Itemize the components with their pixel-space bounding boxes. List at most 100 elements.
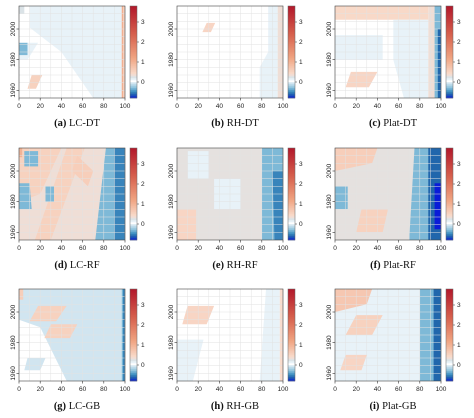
colorbar-segment: [446, 337, 453, 340]
colorbar-segment: [288, 90, 295, 93]
colorbar-segment: [446, 293, 453, 296]
colorbar-segment: [130, 307, 137, 310]
grid-lines: [176, 6, 284, 98]
heatmap-region-2: [19, 42, 28, 56]
colorbar-frame: [445, 5, 454, 99]
colorbar-segment: [446, 50, 453, 53]
colorbar-segment: [130, 164, 137, 167]
colorbar-segment: [288, 30, 295, 33]
caption-plat-gb: (i) Plat-GB: [318, 401, 468, 412]
colorbar-segment: [446, 82, 453, 85]
colorbar-segment: [130, 36, 137, 39]
colorbar-segment: [446, 86, 453, 89]
colorbar-tick-label: 1: [299, 201, 303, 208]
colorbar-segment: [288, 62, 295, 65]
x-tick-label: 40: [58, 103, 66, 110]
colorbar-segment: [130, 12, 137, 15]
colorbar-segment: [288, 204, 295, 207]
colorbar-segment: [288, 289, 295, 292]
colorbar-segment: [288, 154, 295, 157]
colorbar-segment: [130, 166, 137, 169]
colorbar-segment: [446, 212, 453, 215]
colorbar-segment: [446, 226, 453, 229]
colorbar-segment: [130, 184, 137, 187]
colorbar-segment: [130, 26, 137, 29]
colorbar-tick-label: 1: [299, 342, 303, 349]
colorbar-segment: [130, 92, 137, 95]
y-tick-label: 1960: [10, 366, 17, 381]
colorbar-segment: [446, 218, 453, 221]
x-tick-label: 20: [37, 386, 45, 393]
colorbar-segment: [288, 38, 295, 41]
colorbar-segment: [130, 339, 137, 342]
colorbar-segment: [446, 32, 453, 35]
colorbar-tick-label: 1: [457, 342, 461, 349]
colorbar-segment: [288, 295, 295, 298]
colorbar-segment: [130, 238, 137, 241]
colorbar-segment: [288, 42, 295, 45]
colorbar-segment: [130, 202, 137, 205]
colorbar-segment: [130, 160, 137, 163]
colorbar-segment: [130, 337, 137, 340]
colorbar-segment: [288, 54, 295, 57]
colorbar-segment: [288, 313, 295, 316]
colorbar-segment: [130, 96, 137, 99]
colorbar-segment: [446, 377, 453, 380]
colorbar: 0 1 2 3: [287, 288, 303, 382]
heatmap-lc-gb: 0 20 40 60 80 100 1960 1980 2000 0 1 2 3: [10, 288, 145, 393]
colorbar-segment: [446, 44, 453, 47]
colorbar-segment: [130, 228, 137, 231]
colorbar: 0 1 2 3: [445, 147, 461, 241]
colorbar-segment: [288, 234, 295, 237]
colorbar-segment: [130, 236, 137, 239]
colorbar-segment: [288, 40, 295, 43]
colorbar-segment: [130, 212, 137, 215]
colorbar-segment: [130, 78, 137, 81]
caption-rh-dt: (b) RH-DT: [160, 118, 310, 129]
colorbar-segment: [288, 232, 295, 235]
y-tick-label: 2000: [326, 304, 333, 319]
heatmap-region-3: [345, 71, 378, 88]
colorbar-segment: [446, 180, 453, 183]
colorbar-segment: [288, 299, 295, 302]
colorbar-segment: [288, 14, 295, 17]
colorbar-tick-label: 2: [141, 181, 145, 188]
colorbar-segment: [130, 375, 137, 378]
colorbar-segment: [288, 172, 295, 175]
colorbar-segment: [288, 339, 295, 342]
x-tick-label: 60: [395, 103, 403, 110]
colorbar-segment: [288, 22, 295, 25]
x-tick-label: 0: [333, 386, 337, 393]
plot-frame: [18, 5, 126, 99]
heatmap-region-3: [19, 289, 24, 300]
colorbar-segment: [130, 214, 137, 217]
x-tick-label: 20: [195, 386, 203, 393]
colorbar-segment: [446, 172, 453, 175]
colorbar-segment: [446, 64, 453, 67]
x-tick-label: 80: [100, 386, 108, 393]
x-tick-label: 0: [333, 245, 337, 252]
colorbar-segment: [288, 226, 295, 229]
caption-name: LC-GB: [68, 401, 101, 412]
colorbar-segment: [288, 78, 295, 81]
colorbar-segment: [130, 232, 137, 235]
colorbar-tick-label: 0: [299, 362, 303, 369]
plot-frame: [334, 5, 442, 99]
colorbar-segment: [288, 56, 295, 59]
y-tick-label: 2000: [10, 163, 17, 178]
colorbar-segment: [288, 335, 295, 338]
x-tick-label: 80: [100, 245, 108, 252]
y-tick-label: 1980: [10, 52, 17, 67]
colorbar-segment: [288, 86, 295, 89]
colorbar-segment: [446, 321, 453, 324]
colorbar-segment: [446, 56, 453, 59]
colorbar-tick-label: 1: [457, 59, 461, 66]
colorbar-segment: [130, 58, 137, 61]
colorbar-tick-label: 1: [457, 201, 461, 208]
colorbar-segment: [130, 80, 137, 83]
colorbar-segment: [130, 150, 137, 153]
colorbar-segment: [446, 224, 453, 227]
caption-label: (g): [53, 401, 67, 412]
colorbar-segment: [288, 345, 295, 348]
colorbar-segment: [288, 333, 295, 336]
